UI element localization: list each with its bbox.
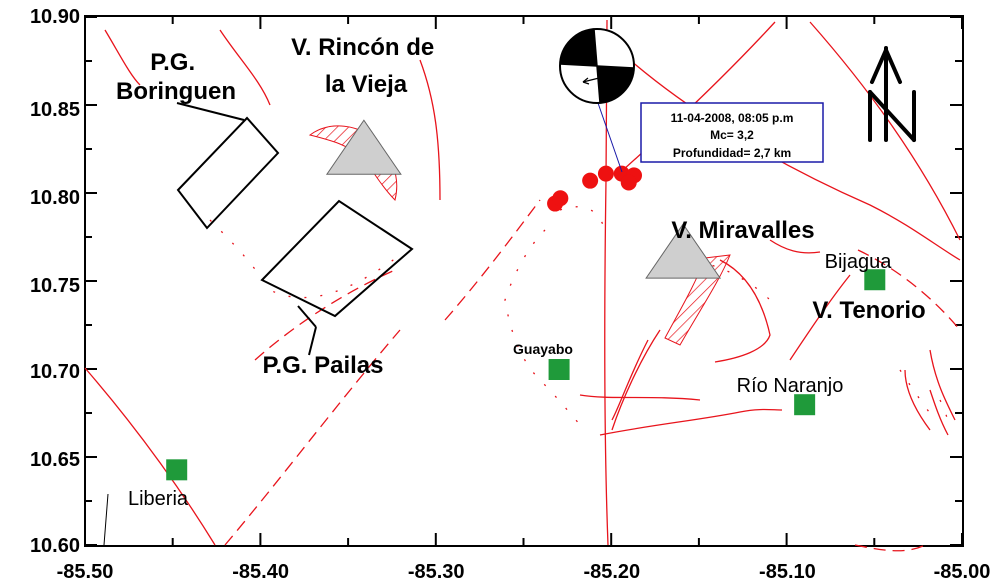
event-depth: Profundidad= 2,7 km: [673, 146, 791, 160]
x-tick-label: -85.00: [934, 561, 991, 583]
x-tick-label: -85.50: [57, 561, 114, 583]
boringuen-leader-line: [176, 102, 245, 121]
y-tick-label: 10.80: [30, 187, 80, 209]
fault-line-dotted: [939, 399, 951, 431]
y-tick-label: 10.60: [30, 535, 80, 557]
fault-line-inferred: [857, 249, 961, 331]
y-tick-label: 10.75: [30, 275, 80, 297]
volcano-layer: [325, 119, 722, 279]
fault-line: [929, 389, 949, 436]
fault-line: [84, 367, 216, 546]
fault-line-dotted: [209, 219, 401, 299]
liberia-leader-line: [103, 493, 109, 546]
v-miravalles-label: V. Miravalles: [671, 217, 814, 244]
y-axis-labels: 10.90 10.85 10.80 10.75 10.70 10.65 10.6…: [30, 6, 80, 557]
town-marker: [548, 359, 570, 380]
v-rincon-label: V. Rincón de la Vieja: [291, 34, 441, 98]
event-magnitude: Mc= 3,2: [710, 128, 754, 142]
epicenter-dot: [620, 174, 637, 191]
fault-line: [929, 349, 956, 421]
fault-line: [579, 394, 701, 401]
axis-ticks: [84, 16, 963, 546]
y-tick-label: 10.90: [30, 6, 80, 28]
pailas-leader-line: [308, 326, 317, 356]
epicenter-layer: [547, 165, 643, 212]
pailas-leader-line: [297, 305, 317, 328]
fault-line-dotted: [504, 229, 586, 431]
liberia-label: Liberia: [128, 488, 189, 510]
focal-mechanism-icon: [559, 28, 635, 104]
boringuen-field-polygon: [176, 116, 280, 230]
epicenter-dot: [597, 165, 614, 182]
volcano-triangle-icon: [645, 223, 722, 279]
bijagua-label: Bijagua: [825, 251, 893, 273]
fault-line-inferred: [224, 329, 401, 546]
fault-line: [611, 329, 661, 431]
event-datetime: 11-04-2008, 08:05 p.m: [671, 111, 794, 125]
town-marker: [864, 269, 886, 291]
fault-line: [611, 339, 649, 421]
rio-naranjo-label: Río Naranjo: [737, 375, 844, 397]
fault-line: [789, 274, 851, 361]
town-layer: [166, 269, 886, 481]
event-info-box: 11-04-2008, 08:05 p.m Mc= 3,2 Profundida…: [640, 102, 824, 163]
guayabo-label: Guayabo: [513, 341, 573, 357]
epicenter-dot: [552, 190, 569, 207]
fault-line: [104, 29, 141, 86]
pailas-field-polygon: [260, 199, 414, 318]
pg-boringuen-label: P.G. Boringuen: [116, 49, 236, 105]
y-tick-label: 10.65: [30, 449, 80, 471]
fault-line-dotted: [559, 206, 606, 231]
x-tick-label: -85.10: [759, 561, 816, 583]
north-arrow-icon: [868, 46, 916, 142]
fault-line: [769, 239, 821, 254]
y-tick-label: 10.85: [30, 99, 80, 121]
fault-line: [599, 408, 783, 436]
pg-pailas-label: P.G. Pailas: [263, 352, 384, 379]
fault-line: [604, 19, 609, 546]
x-axis-labels: -85.50 -85.40 -85.30 -85.20 -85.10 -85.0…: [57, 561, 991, 583]
fault-line: [809, 21, 961, 241]
town-marker: [794, 394, 816, 416]
y-tick-label: 10.70: [30, 361, 80, 383]
v-tenorio-label: V. Tenorio: [812, 297, 925, 324]
fault-line: [419, 59, 441, 201]
fault-line: [219, 29, 271, 106]
volcano-triangle-icon: [325, 119, 402, 175]
x-tick-label: -85.30: [408, 561, 465, 583]
fault-line-inferred: [254, 269, 396, 361]
epicenter-leader-line: [597, 102, 623, 173]
x-tick-label: -85.20: [583, 561, 640, 583]
fault-line-inferred: [854, 544, 926, 552]
fault-line: [904, 369, 931, 431]
fault-line-inferred: [444, 199, 541, 321]
fault-line: [714, 259, 771, 363]
x-tick-label: -85.40: [232, 561, 289, 583]
epicenter-dot: [582, 172, 599, 189]
town-marker: [166, 459, 188, 481]
